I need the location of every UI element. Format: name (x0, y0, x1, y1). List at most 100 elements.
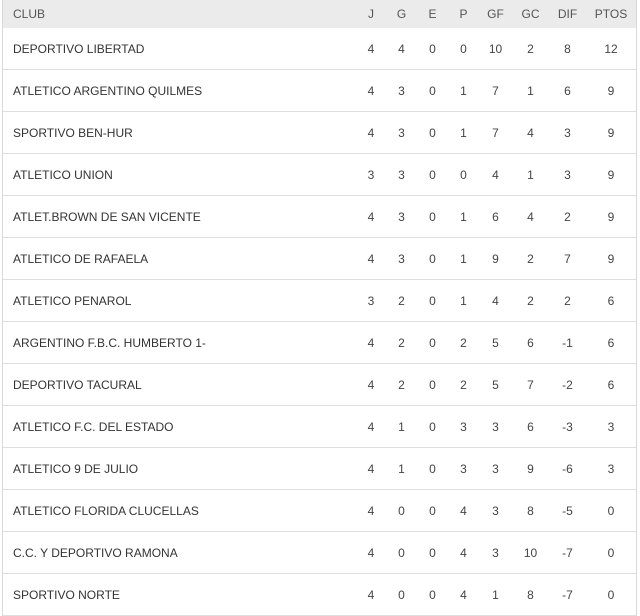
cell-j: 4 (356, 195, 386, 238)
cell-p: 4 (448, 489, 479, 532)
cell-p: 1 (448, 279, 479, 322)
header-gf: GF (479, 0, 512, 28)
cell-dif: -1 (549, 321, 586, 364)
table-row: ATLET.BROWN DE SAN VICENTE 4 3 0 1 6 4 2 9 (3, 195, 636, 238)
cell-gf: 4 (479, 153, 512, 196)
cell-gc: 10 (512, 531, 549, 574)
cell-e: 0 (417, 195, 448, 238)
header-gc: GC (512, 0, 549, 28)
cell-gf: 3 (479, 531, 512, 574)
table-row: ATLETICO 9 DE JULIO 4 1 0 3 3 9 -6 3 (3, 447, 636, 490)
cell-j: 4 (356, 321, 386, 364)
cell-g: 1 (386, 405, 417, 448)
cell-club: C.C. Y DEPORTIVO RAMONA (3, 531, 356, 574)
header-g: G (386, 0, 417, 28)
cell-gc: 1 (512, 69, 549, 112)
cell-g: 2 (386, 363, 417, 406)
cell-club: ATLETICO FLORIDA CLUCELLAS (3, 489, 356, 532)
cell-ptos: 3 (586, 447, 636, 490)
cell-p: 1 (448, 237, 479, 280)
cell-ptos: 0 (586, 573, 636, 616)
standings-body: DEPORTIVO LIBERTAD 4 4 0 0 10 2 8 12 ATLETICO ARG… (3, 28, 636, 616)
cell-e: 0 (417, 405, 448, 448)
cell-p: 4 (448, 531, 479, 574)
cell-e: 0 (417, 69, 448, 112)
cell-j: 4 (356, 28, 386, 70)
cell-ptos: 6 (586, 363, 636, 406)
cell-club: ATLETICO ARGENTINO QUILMES (3, 69, 356, 112)
cell-gc: 8 (512, 489, 549, 532)
cell-ptos: 9 (586, 111, 636, 154)
table-row: ATLETICO DE RAFAELA 4 3 0 1 9 2 7 9 (3, 237, 636, 280)
cell-e: 0 (417, 279, 448, 322)
cell-dif: -2 (549, 363, 586, 406)
cell-g: 1 (386, 447, 417, 490)
cell-ptos: 3 (586, 405, 636, 448)
cell-j: 4 (356, 237, 386, 280)
cell-gc: 1 (512, 153, 549, 196)
cell-j: 3 (356, 153, 386, 196)
table-row: ATLETICO ARGENTINO QUILMES 4 3 0 1 7 1 6 9 (3, 69, 636, 112)
cell-j: 4 (356, 489, 386, 532)
cell-j: 4 (356, 69, 386, 112)
cell-dif: -7 (549, 573, 586, 616)
cell-dif: -5 (549, 489, 586, 532)
cell-e: 0 (417, 531, 448, 574)
cell-gc: 2 (512, 28, 549, 70)
cell-p: 3 (448, 447, 479, 490)
cell-g: 3 (386, 195, 417, 238)
cell-p: 1 (448, 195, 479, 238)
cell-j: 3 (356, 279, 386, 322)
cell-gf: 7 (479, 69, 512, 112)
cell-gf: 3 (479, 405, 512, 448)
cell-ptos: 6 (586, 321, 636, 364)
cell-gf: 3 (479, 489, 512, 532)
cell-j: 4 (356, 531, 386, 574)
cell-dif: 3 (549, 153, 586, 196)
cell-club: DEPORTIVO LIBERTAD (3, 28, 356, 70)
table-row: SPORTIVO BEN-HUR 4 3 0 1 7 4 3 9 (3, 111, 636, 154)
cell-gc: 4 (512, 195, 549, 238)
cell-gc: 9 (512, 447, 549, 490)
cell-gf: 1 (479, 573, 512, 616)
cell-p: 2 (448, 363, 479, 406)
cell-gf: 5 (479, 363, 512, 406)
table-row: DEPORTIVO LIBERTAD 4 4 0 0 10 2 8 12 (3, 28, 636, 70)
cell-p: 4 (448, 573, 479, 616)
cell-gf: 5 (479, 321, 512, 364)
cell-club: ATLETICO 9 DE JULIO (3, 447, 356, 490)
header-p: P (448, 0, 479, 28)
header-club: CLUB (3, 0, 356, 28)
cell-ptos: 0 (586, 489, 636, 532)
cell-ptos: 9 (586, 237, 636, 280)
cell-g: 3 (386, 237, 417, 280)
header-e: E (417, 0, 448, 28)
cell-club: ATLET.BROWN DE SAN VICENTE (3, 195, 356, 238)
cell-e: 0 (417, 237, 448, 280)
table-row: ATLETICO F.C. DEL ESTADO 4 1 0 3 3 6 -3 3 (3, 405, 636, 448)
cell-g: 2 (386, 321, 417, 364)
cell-gc: 8 (512, 573, 549, 616)
cell-p: 1 (448, 111, 479, 154)
cell-dif: 8 (549, 28, 586, 70)
cell-g: 0 (386, 489, 417, 532)
cell-dif: 3 (549, 111, 586, 154)
cell-ptos: 12 (586, 28, 636, 70)
cell-club: ATLETICO UNION (3, 153, 356, 196)
cell-dif: -6 (549, 447, 586, 490)
table-row: ARGENTINO F.B.C. HUMBERTO 1- 4 2 0 2 5 6 -1 6 (3, 321, 636, 364)
cell-dif: 7 (549, 237, 586, 280)
cell-gc: 7 (512, 363, 549, 406)
cell-g: 3 (386, 69, 417, 112)
cell-e: 0 (417, 28, 448, 70)
cell-dif: 6 (549, 69, 586, 112)
cell-p: 1 (448, 69, 479, 112)
table-row: SPORTIVO NORTE 4 0 0 4 1 8 -7 0 (3, 573, 636, 616)
cell-e: 0 (417, 111, 448, 154)
cell-dif: 2 (549, 195, 586, 238)
cell-club: SPORTIVO NORTE (3, 573, 356, 616)
cell-ptos: 6 (586, 279, 636, 322)
table-row: ATLETICO PENAROL 3 2 0 1 4 2 2 6 (3, 279, 636, 322)
table-row: DEPORTIVO TACURAL 4 2 0 2 5 7 -2 6 (3, 363, 636, 406)
cell-j: 4 (356, 405, 386, 448)
